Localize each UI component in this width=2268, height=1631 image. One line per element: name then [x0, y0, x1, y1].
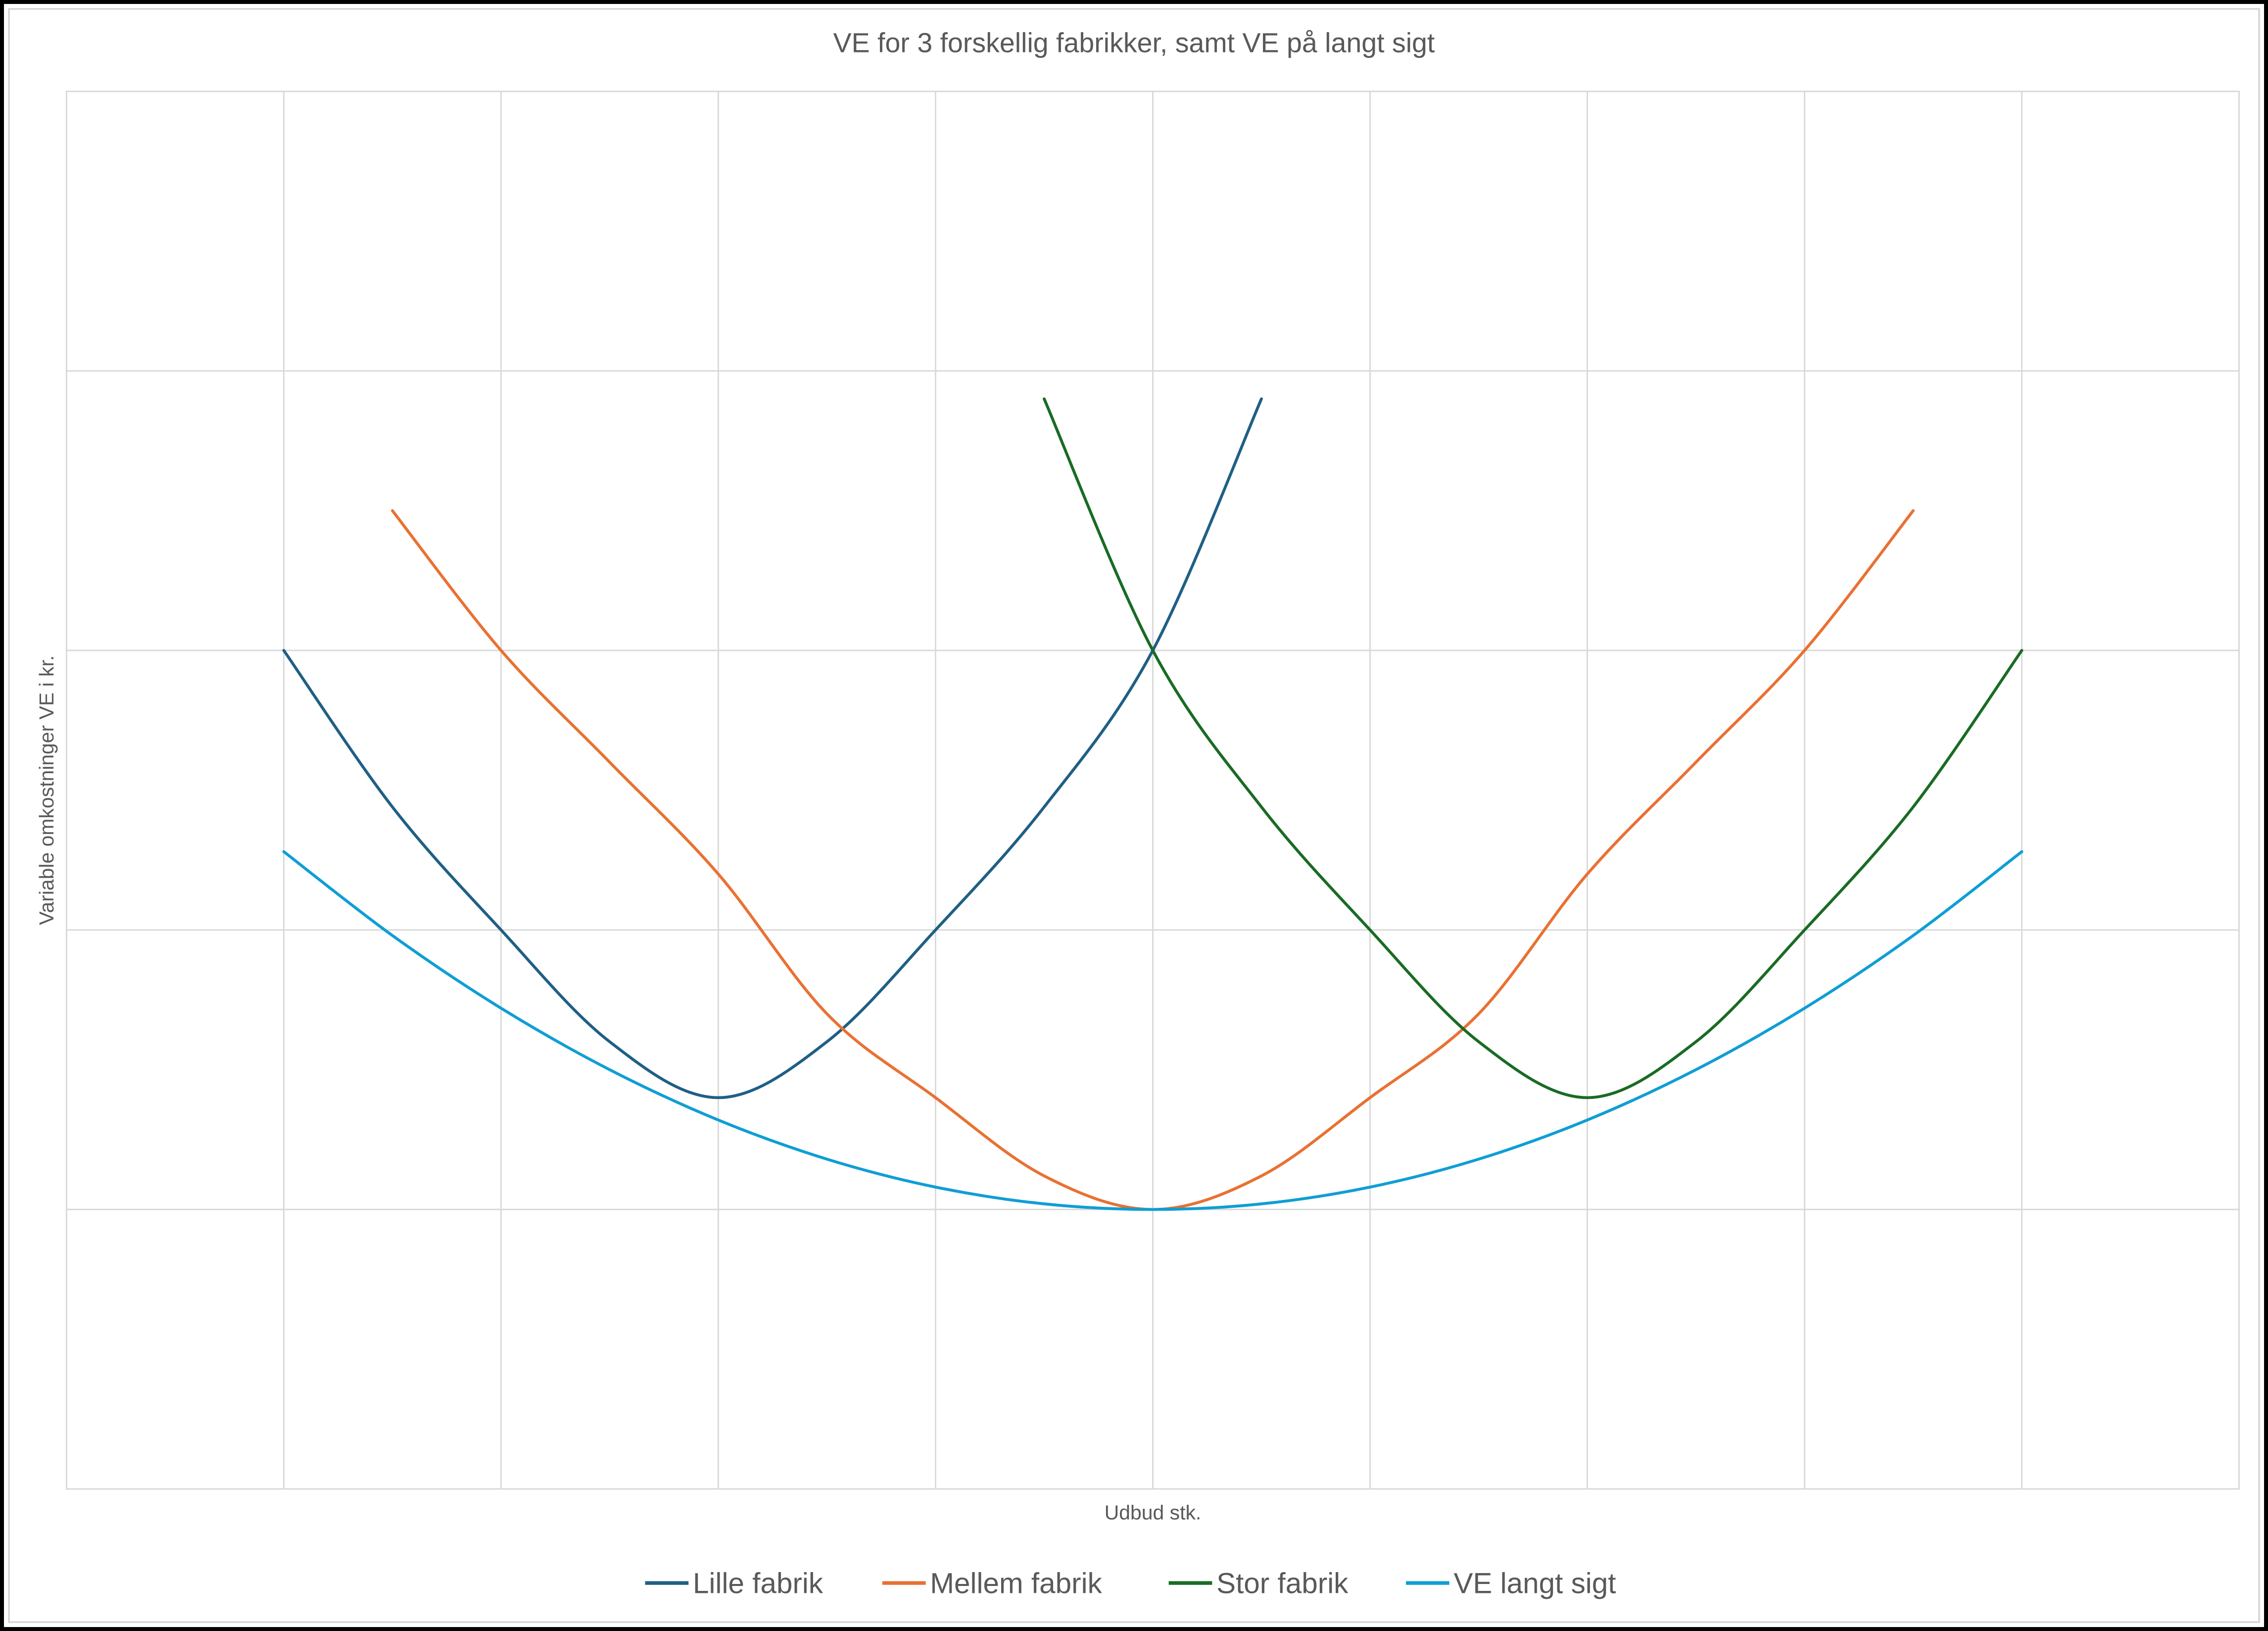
legend-label: Stor fabrik — [1216, 1568, 1349, 1600]
legend: Lille fabrik Mellem fabrik Stor fabrik VE l… — [645, 1568, 1616, 1600]
legend-item[interactable]: Mellem fabrik — [882, 1568, 1103, 1600]
series-line-ve-langt-sigt — [282, 850, 2024, 1211]
legend-item[interactable]: VE langt sigt — [1405, 1568, 1616, 1600]
chart-title: VE for 3 forskellig fabrikker, samt VE p… — [833, 28, 1435, 58]
series-line-stor-fabrik — [1043, 397, 2024, 1099]
series-line-lille-fabrik — [282, 397, 1263, 1099]
y-axis-title: Variable omkostninger VE i kr. — [35, 655, 58, 925]
x-axis-title: Udbud stk. — [1105, 1501, 1202, 1524]
legend-label: Mellem fabrik — [930, 1568, 1102, 1600]
legend-label: Lille fabrik — [693, 1568, 823, 1600]
series-lines — [282, 397, 2024, 1211]
legend-item[interactable]: Lille fabrik — [645, 1568, 823, 1600]
legend-label: VE langt sigt — [1453, 1568, 1616, 1600]
legend-item[interactable]: Stor fabrik — [1168, 1568, 1349, 1600]
